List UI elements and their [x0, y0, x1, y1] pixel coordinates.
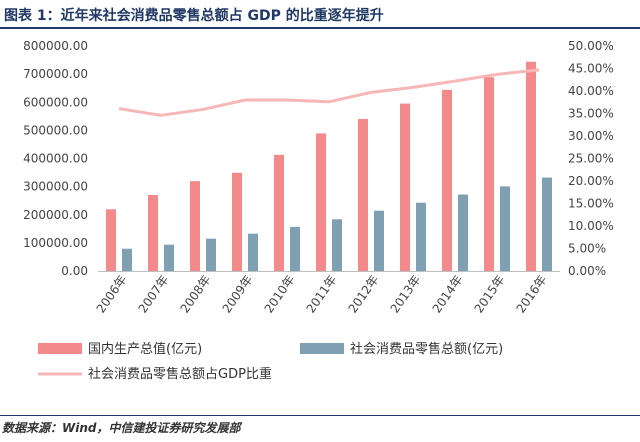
bar-gdp: [316, 133, 326, 271]
data-source: 数据来源：Wind，中信建投证券研究发展部: [2, 421, 241, 435]
y-tick-right: 25.00%: [568, 152, 614, 166]
x-tick-label: 2008年: [178, 273, 214, 316]
y-tick-left: 400000.00: [23, 152, 88, 166]
y-tick-left: 200000.00: [23, 208, 88, 222]
y-tick-right: 35.00%: [568, 107, 614, 121]
y-tick-right: 45.00%: [568, 62, 614, 76]
bar-gdp: [484, 77, 494, 271]
title-underline: [0, 27, 640, 29]
bar-gdp: [190, 181, 200, 271]
bar-retail: [206, 238, 216, 271]
ratio-line: [118, 68, 540, 117]
y-tick-right: 0.00%: [568, 264, 606, 278]
y-tick-right: 5.00%: [568, 242, 606, 256]
bar-gdp: [148, 194, 158, 271]
y-tick-left: 500000.00: [23, 123, 88, 137]
x-tick-label: 2012年: [346, 273, 382, 316]
x-tick-label: 2010年: [262, 273, 298, 316]
x-tick-label: 2011年: [304, 273, 340, 316]
y-tick-right: 40.00%: [568, 84, 614, 98]
bar-retail: [458, 194, 468, 271]
legend-label-ratio: 社会消费品零售总额占GDP比重: [88, 366, 272, 382]
y-tick-left: 700000.00: [23, 67, 88, 81]
x-tick-label: 2013年: [388, 273, 424, 316]
x-tick-label: 2007年: [136, 273, 172, 316]
bar-retail: [290, 226, 300, 271]
bar-gdp: [358, 119, 368, 271]
x-tick-label: 2015年: [472, 273, 508, 316]
y-tick-right: 30.00%: [568, 129, 614, 143]
bar-gdp: [232, 172, 242, 271]
bar-retail: [416, 202, 426, 271]
y-tick-left: 300000.00: [23, 180, 88, 194]
bar-retail: [122, 248, 132, 271]
bar-gdp: [106, 209, 116, 271]
chart: 0.00 100000.00 200000.00 300000.00 400000.00…: [23, 39, 614, 382]
y-tick-right: 20.00%: [568, 174, 614, 188]
y-tick-right: 10.00%: [568, 219, 614, 233]
bar-gdp: [274, 154, 284, 271]
x-tick-label: 2009年: [220, 273, 256, 316]
bar-gdp: [526, 61, 536, 271]
bar-gdp: [400, 103, 410, 272]
chart-title: 图表 1：近年来社会消费品零售总额占 GDP 的比重逐年提升: [4, 8, 384, 24]
y-tick-right: 15.00%: [568, 197, 614, 211]
legend-label-gdp: 国内生产总值(亿元): [88, 341, 202, 357]
bar-retail: [164, 244, 174, 271]
y-tick-right: 50.00%: [568, 39, 614, 53]
y-tick-left: 600000.00: [23, 95, 88, 109]
x-tick-label: 2016年: [514, 273, 550, 316]
bar-retail: [332, 219, 342, 271]
bar-gdp: [442, 89, 452, 271]
legend-swatch-gdp: [38, 343, 82, 354]
bar-retail: [500, 186, 510, 271]
y-tick-left: 800000.00: [23, 39, 88, 53]
bar-retail: [248, 233, 258, 271]
y-tick-left: 100000.00: [23, 236, 88, 250]
title-bar: 图表 1：近年来社会消费品零售总额占 GDP 的比重逐年提升: [0, 0, 640, 30]
y-tick-left: 0.00: [61, 264, 88, 278]
bar-retail: [374, 210, 384, 271]
bar-retail: [542, 177, 552, 271]
legend-label-retail: 社会消费品零售总额(亿元): [350, 341, 503, 357]
source-divider: [0, 415, 640, 416]
x-tick-label: 2006年: [94, 273, 130, 316]
x-tick-label: 2014年: [430, 273, 466, 316]
legend-swatch-retail: [300, 343, 344, 354]
